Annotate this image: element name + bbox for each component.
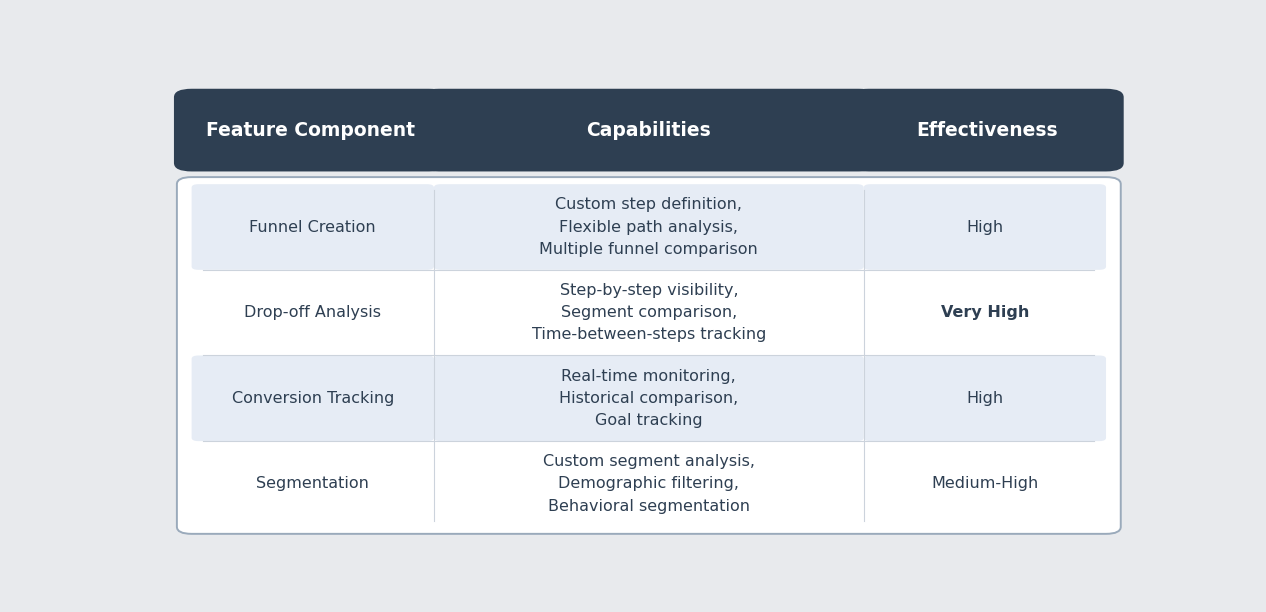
- Text: Drop-off Analysis: Drop-off Analysis: [244, 305, 381, 320]
- FancyBboxPatch shape: [177, 177, 1120, 534]
- Text: Conversion Tracking: Conversion Tracking: [232, 391, 394, 406]
- Text: High: High: [966, 391, 1004, 406]
- Text: Custom step definition,
Flexible path analysis,
Multiple funnel comparison: Custom step definition, Flexible path an…: [539, 197, 758, 256]
- FancyBboxPatch shape: [191, 184, 434, 270]
- Text: Medium-High: Medium-High: [932, 477, 1038, 491]
- Text: Very High: Very High: [941, 305, 1029, 320]
- FancyBboxPatch shape: [173, 89, 447, 171]
- FancyBboxPatch shape: [422, 89, 876, 171]
- FancyBboxPatch shape: [851, 89, 1124, 171]
- FancyBboxPatch shape: [434, 356, 863, 441]
- Text: Custom segment analysis,
Demographic filtering,
Behavioral segmentation: Custom segment analysis, Demographic fil…: [543, 454, 755, 513]
- Text: Real-time monitoring,
Historical comparison,
Goal tracking: Real-time monitoring, Historical compari…: [560, 368, 738, 428]
- FancyBboxPatch shape: [863, 184, 1106, 270]
- Text: High: High: [966, 220, 1004, 234]
- Text: Capabilities: Capabilities: [586, 121, 711, 140]
- FancyBboxPatch shape: [191, 356, 434, 441]
- Text: Segmentation: Segmentation: [256, 477, 370, 491]
- Text: Funnel Creation: Funnel Creation: [249, 220, 376, 234]
- FancyBboxPatch shape: [863, 356, 1106, 441]
- Text: Effectiveness: Effectiveness: [917, 121, 1058, 140]
- Text: Step-by-step visibility,
Segment comparison,
Time-between-steps tracking: Step-by-step visibility, Segment compari…: [532, 283, 766, 342]
- FancyBboxPatch shape: [434, 184, 863, 270]
- Text: Feature Component: Feature Component: [206, 121, 415, 140]
